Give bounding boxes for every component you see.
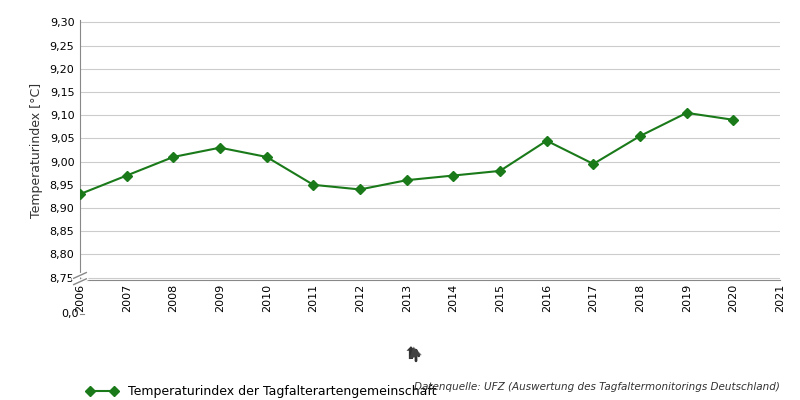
Legend: Temperaturindex der Tagfalterartengemeinschaft: Temperaturindex der Tagfalterartengemein… <box>86 385 436 398</box>
Text: ◀: ◀ <box>404 344 423 364</box>
Y-axis label: Temperaturindex [°C]: Temperaturindex [°C] <box>30 82 42 218</box>
Text: ⬆: ⬆ <box>404 345 418 363</box>
Text: Datenquelle: UFZ (Auswertung des Tagfaltermonitorings Deutschland): Datenquelle: UFZ (Auswertung des Tagfalt… <box>414 382 780 392</box>
Text: 0,0: 0,0 <box>61 309 78 319</box>
